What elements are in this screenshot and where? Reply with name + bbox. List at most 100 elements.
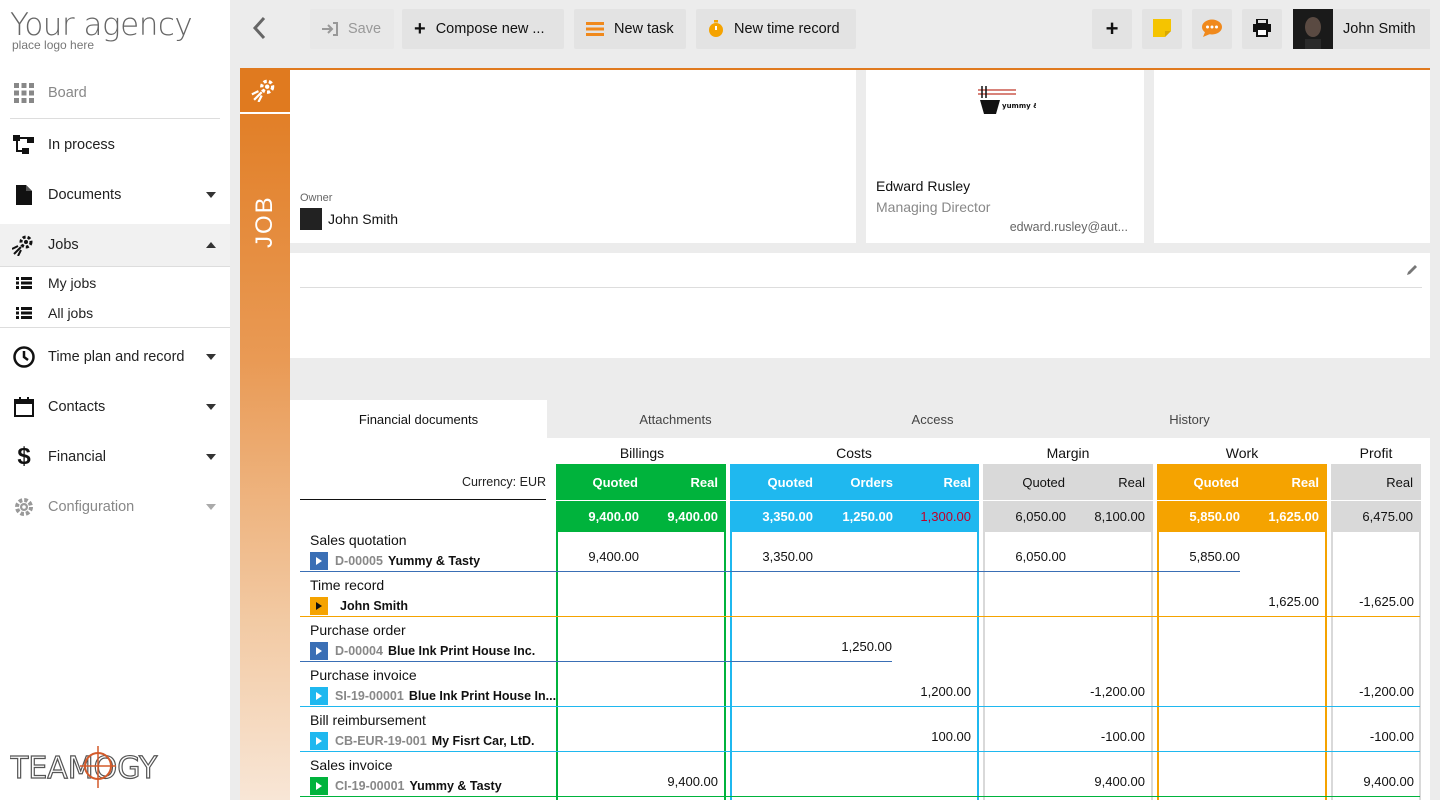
row-purchase-order-doc[interactable]: D-00004 Blue Ink Print House Inc. bbox=[310, 642, 535, 660]
work-totals: 5,850.00 1,625.00 bbox=[1157, 500, 1327, 532]
extra-card bbox=[1154, 70, 1430, 243]
play-icon bbox=[310, 552, 328, 570]
sidebar-item-financial[interactable]: $ Financial bbox=[0, 436, 230, 478]
total-margin-quoted: 6,050.00 bbox=[1015, 509, 1066, 524]
row-purchase-invoice-doc[interactable]: SI-19-00001 Blue Ink Print House In... bbox=[310, 687, 556, 705]
cell-work-quoted: 5,850.00 bbox=[1189, 549, 1240, 564]
dollar-icon: $ bbox=[17, 443, 31, 470]
avatar bbox=[1293, 9, 1333, 49]
calendar-icon bbox=[12, 395, 36, 419]
rocket-gear-icon bbox=[12, 233, 36, 257]
sidebar-item-in-process[interactable]: In process bbox=[0, 124, 230, 166]
tab-access[interactable]: Access bbox=[911, 411, 954, 427]
cell-profit-real: 9,400.00 bbox=[1363, 774, 1414, 789]
sidebar-item-time-plan[interactable]: Time plan and record bbox=[0, 336, 230, 378]
row-separator bbox=[300, 796, 1420, 797]
divider bbox=[300, 287, 1422, 288]
new-time-record-button[interactable]: New time record bbox=[696, 9, 856, 49]
row-sales-invoice-doc[interactable]: CI-19-00001 Yummy & Tasty bbox=[310, 777, 502, 795]
cell-bill-real: 9,400.00 bbox=[667, 774, 718, 789]
tab-bar: Financial documents Attachments Access H… bbox=[290, 400, 1430, 438]
margin-left-border bbox=[983, 532, 985, 800]
client-logo-text: yummy & tasty bbox=[1002, 102, 1036, 110]
margin-header: Quoted Real bbox=[983, 464, 1153, 500]
add-button[interactable]: + bbox=[1092, 9, 1132, 49]
play-icon bbox=[310, 597, 328, 615]
sidebar-item-documents[interactable]: Documents bbox=[0, 174, 230, 216]
chevron-down-icon bbox=[206, 504, 216, 510]
sidebar-item-configuration[interactable]: Configuration bbox=[0, 486, 230, 528]
pencil-icon[interactable] bbox=[1406, 263, 1418, 279]
chat-icon bbox=[1201, 19, 1223, 40]
cell-profit-real: -1,200.00 bbox=[1359, 684, 1414, 699]
costs-totals: 3,350.00 1,250.00 1,300.00 bbox=[730, 500, 979, 532]
gear-icon bbox=[12, 495, 36, 519]
chevron-down-icon bbox=[206, 354, 216, 360]
sticky-note-button[interactable] bbox=[1142, 9, 1182, 49]
work-header: Quoted Real bbox=[1157, 464, 1327, 500]
tab-financial-documents[interactable]: Financial documents bbox=[290, 400, 547, 438]
doc-party: Yummy & Tasty bbox=[387, 554, 481, 568]
save-button[interactable]: Save bbox=[310, 9, 394, 49]
tab-attachments[interactable]: Attachments bbox=[639, 411, 712, 427]
row-time-record-doc[interactable]: John Smith bbox=[310, 597, 408, 615]
margin-right-border bbox=[1151, 532, 1153, 800]
billings-real-header: Real bbox=[690, 474, 718, 490]
list-icon bbox=[16, 277, 34, 289]
sidebar-item-all-jobs[interactable]: All jobs bbox=[0, 298, 230, 328]
owner[interactable]: John Smith bbox=[300, 208, 398, 230]
contact-email[interactable]: edward.rusley@aut... bbox=[1009, 220, 1128, 234]
agency-logo[interactable]: Your agency place logo here bbox=[10, 8, 193, 52]
costs-orders-header: Orders bbox=[850, 474, 893, 490]
sidebar-item-label: Time plan and record bbox=[48, 349, 185, 365]
profit-real-header: Real bbox=[1386, 474, 1413, 490]
avatar bbox=[300, 208, 322, 230]
costs-quoted-header: Quoted bbox=[767, 474, 814, 490]
row-sales-quotation-doc[interactable]: D-00005 Yummy & Tasty bbox=[310, 552, 480, 570]
row-bill-reimbursement-label: Bill reimbursement bbox=[310, 712, 426, 728]
cell-margin-real: -100.00 bbox=[1100, 729, 1145, 744]
user-name: John Smith bbox=[1343, 21, 1416, 37]
row-purchase-invoice-label: Purchase invoice bbox=[310, 667, 417, 683]
costs-header: Quoted Orders Real bbox=[730, 464, 979, 500]
sidebar-item-contacts[interactable]: Contacts bbox=[0, 386, 230, 428]
compose-new-button[interactable]: + Compose new ... bbox=[402, 9, 564, 49]
row-time-record-label: Time record bbox=[310, 577, 385, 593]
costs-title: Costs bbox=[836, 445, 872, 461]
total-cost-quoted: 3,350.00 bbox=[762, 509, 813, 524]
stopwatch-icon bbox=[708, 20, 724, 38]
sidebar-item-label: My jobs bbox=[48, 275, 97, 291]
cell-work-real: 1,625.00 bbox=[1268, 594, 1319, 609]
total-work-real: 1,625.00 bbox=[1268, 509, 1319, 524]
total-profit-real: 6,475.00 bbox=[1362, 509, 1413, 524]
print-button[interactable] bbox=[1242, 9, 1282, 49]
contact-card[interactable]: yummy & tasty Edward Rusley Managing Dir… bbox=[866, 70, 1144, 243]
sidebar-item-board[interactable]: Board bbox=[0, 72, 230, 114]
cell-margin-quoted: 6,050.00 bbox=[1015, 549, 1066, 564]
job-strip: JOB bbox=[240, 68, 290, 800]
divider bbox=[0, 327, 230, 328]
task-icon bbox=[586, 22, 604, 36]
chevron-left-icon[interactable] bbox=[252, 16, 266, 43]
currency-text: Currency: EUR bbox=[461, 474, 546, 489]
doc-party: Blue Ink Print House In... bbox=[408, 689, 557, 703]
doc-party: My Fisrt Car, LtD. bbox=[431, 734, 535, 748]
financial-table: Billings Costs Margin Work Profit Curren… bbox=[290, 438, 1430, 800]
margin-real-header: Real bbox=[1118, 474, 1145, 490]
sidebar-item-my-jobs[interactable]: My jobs bbox=[0, 268, 230, 298]
work-title: Work bbox=[1225, 445, 1259, 461]
work-real-header: Real bbox=[1291, 474, 1319, 490]
sidebar-item-jobs[interactable]: Jobs bbox=[0, 224, 230, 266]
toolbar: Save + Compose new ... New task New time… bbox=[230, 0, 1440, 58]
tab-history[interactable]: History bbox=[1169, 411, 1210, 427]
new-task-button[interactable]: New task bbox=[574, 9, 686, 49]
play-icon bbox=[310, 642, 328, 660]
user-menu[interactable]: John Smith bbox=[1293, 9, 1430, 49]
total-cost-orders: 1,250.00 bbox=[842, 509, 893, 524]
row-bill-reimbursement-doc[interactable]: CB-EUR-19-001 My Fisrt Car, LtD. bbox=[310, 732, 535, 750]
cell-cost-real: 1,200.00 bbox=[920, 684, 971, 699]
description-card bbox=[290, 253, 1430, 358]
owner-name: John Smith bbox=[328, 211, 399, 227]
chat-button[interactable] bbox=[1192, 9, 1232, 49]
sidebar-item-label: Board bbox=[48, 85, 87, 101]
